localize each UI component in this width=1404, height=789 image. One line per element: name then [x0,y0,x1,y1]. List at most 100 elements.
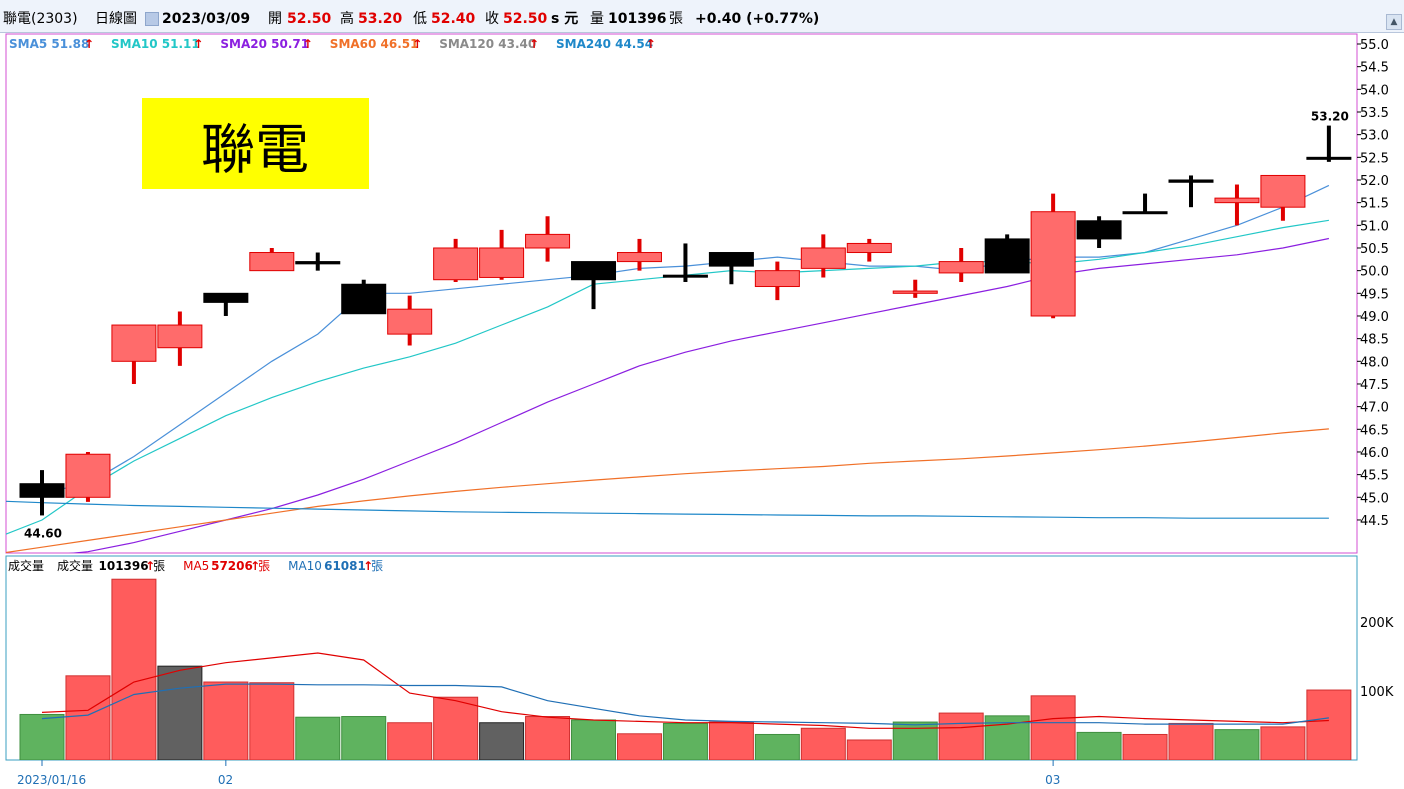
ma-legend-up-arrow-icon: ↑ [193,37,203,51]
ma-line-sma10 [6,219,1329,535]
price-axis-tick-label: 51.0 [1360,219,1389,234]
volume-bar [754,733,800,760]
price-axis-tick-label: 49.0 [1360,310,1389,325]
volume-bar [708,721,754,760]
volume-bar [295,716,341,760]
open-value: 52.50 [287,11,332,27]
price-axis-tick-label: 47.0 [1360,401,1389,416]
candle-body [846,242,892,254]
candle-body [19,483,65,498]
volume-bar [525,716,571,760]
volume-plot [19,578,1352,760]
stock-name: 聯電(2303) [3,11,78,27]
price-axis-tick-label: 50.5 [1360,242,1389,257]
volume-bar [249,682,295,760]
candle-body [662,274,708,278]
price-axis-tick-label: 53.0 [1360,129,1389,144]
ma-legend-up-arrow-icon: ↑ [412,37,422,51]
ma-legend-sma10: SMA10 51.11 [111,37,200,51]
volume-bar [1030,695,1076,760]
price-axis-tick-label: 48.0 [1360,355,1389,370]
candle-body [1030,211,1076,317]
price-axis-tick-label: 44.5 [1360,514,1389,529]
volume-legend-label: 成交量 [57,558,93,573]
volume-axis-tick-label: 200K [1360,616,1394,631]
volume-legend-label: MA10 [288,559,322,573]
candle-body [708,252,754,267]
price-axis-tick-label: 49.5 [1360,287,1389,302]
candle-body [525,233,571,249]
chart-type-label[interactable]: 日線圖 [95,11,137,27]
candle-body [754,270,800,288]
ma-legend-sma240: SMA240 44.54 [556,37,653,51]
volume-label: 量 [590,11,604,27]
price-axis-tick-label: 53.5 [1360,106,1389,121]
candle-body [1168,179,1214,183]
date-axis-tick-label: 03 [1045,773,1060,787]
candle-body [295,261,341,265]
ma-line-sma60 [6,428,1329,553]
volume-axis-tick-label: 100K [1360,685,1394,700]
candle-body [249,252,295,272]
candle-body [616,252,662,263]
volume-legend-value: 101396 [99,559,149,573]
chart-type-dropdown-icon[interactable] [145,12,159,26]
ma-legend-sma5: SMA5 51.88 [9,37,89,51]
volume-legend-up-arrow-icon: ↑ [363,559,373,573]
scroll-up-icon[interactable]: ▲ [1386,14,1402,30]
price-axis-tick-label: 51.5 [1360,197,1389,212]
candle-body [479,247,525,278]
candle-body [157,324,203,349]
volume-bar [65,675,111,760]
volume-bar [938,712,984,760]
volume-bar [1076,731,1122,760]
volume-legend-unit: 張 [371,559,383,573]
close-label: 收 [485,11,499,27]
volume-legend-unit: 張 [153,559,165,573]
volume-ma-line-ma5 [41,652,1329,729]
ma-legend-sma60: SMA60 46.51 [330,37,419,51]
price-axis-tick-label: 48.5 [1360,333,1389,348]
ma-line-sma20 [68,237,1330,553]
price-axis-tick-label: 46.5 [1360,423,1389,438]
candle-body [433,247,479,281]
volume-bar [1168,722,1214,760]
price-axis-tick-label: 52.0 [1360,174,1389,189]
volume-legend-unit: 張 [258,559,270,573]
price-axis-tick-label: 54.0 [1360,83,1389,98]
candle-body [800,247,846,269]
candle-body [111,324,157,362]
ma-legend-up-arrow-icon: ↑ [303,37,313,51]
low-label: 低 [413,11,427,27]
open-label: 開 [268,11,282,27]
volume-bar [111,578,157,760]
change-value: +0.40 (+0.77%) [695,11,820,27]
close-suffix: s 元 [551,11,579,27]
candle-body [1122,211,1168,215]
volume-bar [157,665,203,760]
volume-bar [1306,689,1352,760]
volume-legend-value: 61081 [324,559,366,573]
candle-body [387,308,433,335]
volume-bar [19,713,65,760]
volume-unit: 張 [669,11,683,27]
price-axis-tick-label: 54.5 [1360,61,1389,76]
ma-legend-sma120: SMA120 43.40 [439,37,536,51]
ma-legend-up-arrow-icon: ↑ [646,37,656,51]
ma-legend-sma20: SMA20 50.71 [220,37,309,51]
volume-bar [387,722,433,760]
candle-body [65,453,111,498]
quote-date: 2023/03/09 [162,11,251,27]
price-axis-tick-label: 45.0 [1360,491,1389,506]
date-axis-tick-label: 02 [218,773,233,787]
title-box [142,98,369,189]
high-label: 高 [340,11,354,27]
candle-body [1214,197,1260,204]
volume-bar [1122,733,1168,760]
candle-body [984,238,1030,274]
candle-body [571,261,617,281]
quote-header: 聯電(2303) 日線圖 2023/03/09 開 52.50 高 53.20 … [0,6,1404,33]
volume-legend-up-arrow-icon: ↑ [145,559,155,573]
candle-body [203,292,249,303]
